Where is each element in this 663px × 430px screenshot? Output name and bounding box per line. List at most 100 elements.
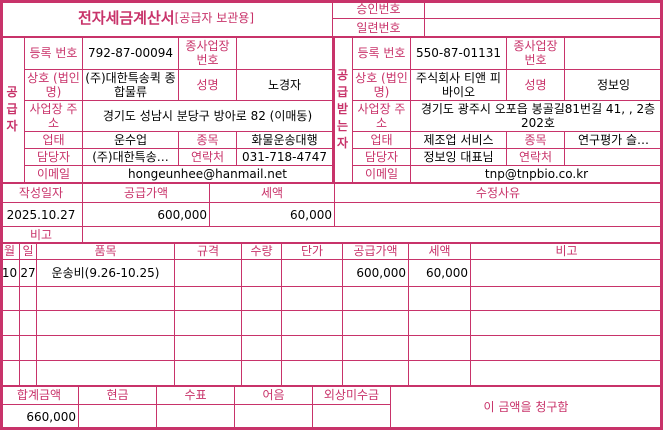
item-qty-cell (241, 310, 282, 336)
item-unit-price-cell (281, 335, 343, 361)
tax-amount: 60,000 (209, 202, 335, 227)
reason-value (334, 202, 662, 227)
receiver-side-char: 공 (336, 68, 349, 82)
receiver-email: tnp@tnpbio.co.kr (410, 165, 663, 183)
item-spec-cell (174, 286, 242, 311)
receiver-manager-label: 담당자 (352, 148, 411, 166)
item-item-cell: 운송비(9.26-10.25) (36, 259, 175, 287)
supplier-address-label: 사업장 주소 (24, 100, 83, 132)
receiver-address-label: 사업장 주소 (352, 100, 411, 132)
supplier-email: hongeunhee@hanmail.net (82, 165, 333, 183)
credit-value (312, 404, 391, 430)
item-month-cell (0, 335, 20, 361)
supplier-email-label: 이메일 (24, 165, 83, 183)
item-day-cell (19, 360, 37, 386)
receiver-biz-type: 제조업 서비스 (410, 131, 507, 149)
cash-value (78, 404, 157, 430)
item-header-unit-price: 단가 (281, 242, 343, 260)
receiver-contact (564, 148, 663, 166)
supplier-biz-item-label: 종목 (178, 131, 237, 149)
item-item-cell (36, 335, 175, 361)
item-header-item: 품목 (36, 242, 175, 260)
item-qty-cell (241, 286, 282, 311)
item-item-cell (36, 310, 175, 336)
item-tax-cell (408, 310, 471, 336)
item-note-cell (470, 286, 663, 311)
supplier-side-char: 자 (6, 119, 18, 133)
receiver-sub-biz-no-label: 종사업장 번호 (506, 36, 565, 70)
receiver-address: 경기도 광주시 오포읍 봉골길81번길 41, , 2층 202호 (410, 100, 663, 132)
item-spec-cell (174, 335, 242, 361)
check-header: 수표 (156, 385, 235, 405)
serial-no-label: 일련번호 (332, 18, 425, 37)
approval-no-label: 승인번호 (332, 0, 425, 19)
receiver-side-char: 급 (336, 85, 349, 99)
supplier-company-label: 상호 (법인명) (24, 69, 83, 101)
item-day-cell (19, 310, 37, 336)
item-supply-amount-cell (342, 310, 409, 336)
note-label: 비고 (0, 226, 83, 243)
item-header-spec: 규격 (174, 242, 242, 260)
supplier-contact-label: 연락처 (178, 148, 237, 166)
receiver-biz-item-label: 종목 (506, 131, 565, 149)
item-day-cell (19, 286, 37, 311)
item-qty-cell (241, 360, 282, 386)
receiver-ceo: 정보잉 (564, 69, 663, 101)
date-header: 작성일자 (0, 182, 83, 203)
item-spec-cell (174, 259, 242, 287)
receiver-reg-no-label: 등록 번호 (352, 36, 411, 70)
supplier-reg-no-label: 등록 번호 (24, 36, 83, 70)
item-header-month: 월 (0, 242, 20, 260)
invoice-title: 전자세금계산서 [공급자 보관용] (0, 0, 333, 37)
item-tax-cell (408, 286, 471, 311)
item-unit-price-cell (281, 360, 343, 386)
item-item-cell (36, 360, 175, 386)
item-supply-amount-cell (342, 360, 409, 386)
item-header-supply-amount: 공급가액 (342, 242, 409, 260)
item-note-cell (470, 259, 663, 287)
receiver-reg-no: 550-87-01131 (410, 36, 507, 70)
issue-date: 2025.10.27 (0, 202, 83, 227)
receiver-ceo-label: 성명 (506, 69, 565, 101)
supplier-biz-type: 운수업 (82, 131, 179, 149)
item-unit-price-cell (281, 310, 343, 336)
item-day-cell: 27 (19, 259, 37, 287)
note-bill-header: 어음 (234, 385, 313, 405)
supplier-ceo-label: 성명 (178, 69, 237, 101)
item-spec-cell (174, 360, 242, 386)
item-note-cell (470, 360, 663, 386)
item-month-cell (0, 310, 20, 336)
receiver-company-label: 상호 (법인명) (352, 69, 411, 101)
title-sub: [공급자 보관용] (174, 11, 255, 25)
item-tax-cell (408, 360, 471, 386)
supplier-biz-item: 화물운송대행 (236, 131, 333, 149)
item-header-day: 일 (19, 242, 37, 260)
item-qty-cell (241, 335, 282, 361)
supply-amount: 600,000 (82, 202, 210, 227)
receiver-biz-item: 연구평가 슬… (564, 131, 663, 149)
supplier-manager-label: 담당자 (24, 148, 83, 166)
item-header-qty: 수량 (241, 242, 282, 260)
item-tax-cell: 60,000 (408, 259, 471, 287)
supplier-company: (주)대한특송퀵 종합물류 (82, 69, 179, 101)
approval-no-value (424, 0, 662, 19)
item-supply-amount-cell (342, 335, 409, 361)
item-month-cell (0, 286, 20, 311)
claim-text-label: 이 금액을 청구함 (483, 400, 569, 414)
item-header-tax: 세액 (408, 242, 471, 260)
total-header: 합계금액 (0, 385, 79, 405)
item-item-cell (36, 286, 175, 311)
item-day-cell (19, 335, 37, 361)
supplier-sub-biz-no (236, 36, 333, 70)
item-qty-cell (241, 259, 282, 287)
item-header-note: 비고 (470, 242, 663, 260)
item-spec-cell (174, 310, 242, 336)
receiver-biz-type-label: 업태 (352, 131, 411, 149)
claim-text: 이 금액을 청구함 (390, 385, 662, 429)
item-unit-price-cell (281, 286, 343, 311)
receiver-company: 주식회사 티앤 피바이오 (410, 69, 507, 101)
item-note-cell (470, 335, 663, 361)
item-supply-amount-cell (342, 286, 409, 311)
item-tax-cell (408, 335, 471, 361)
receiver-side-char: 는 (336, 119, 349, 133)
